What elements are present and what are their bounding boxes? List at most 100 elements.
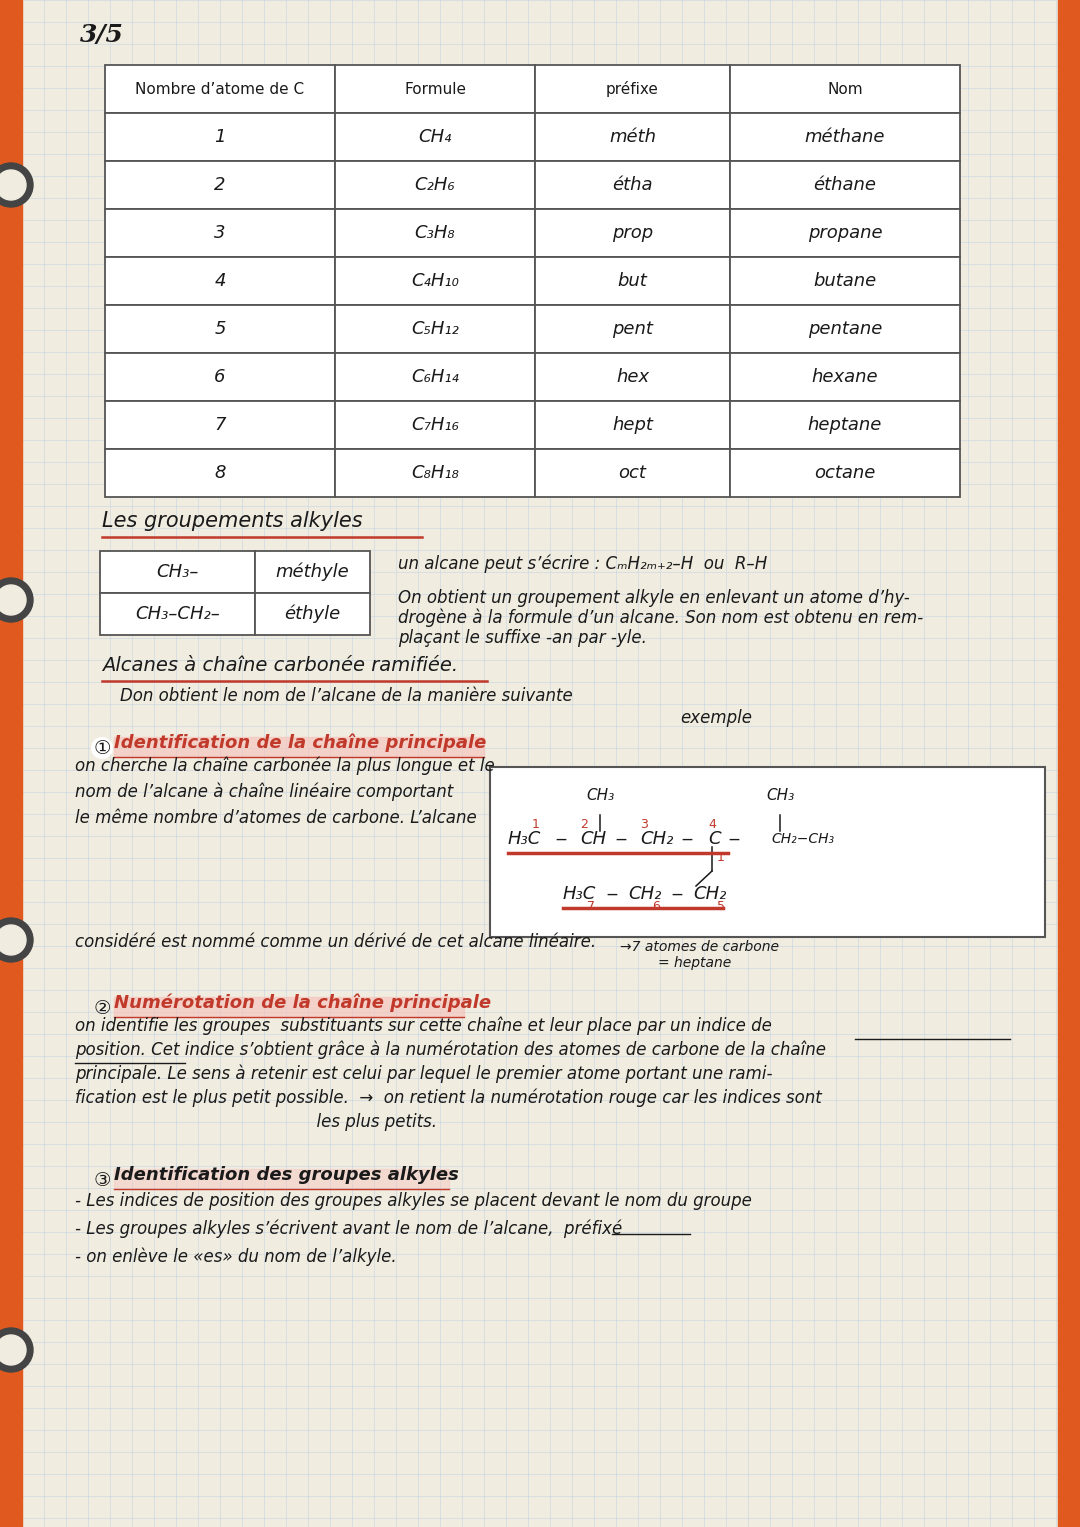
Text: 1: 1	[717, 851, 725, 864]
Circle shape	[0, 1328, 33, 1371]
Text: ③: ③	[93, 1171, 111, 1190]
Text: hept: hept	[612, 415, 653, 434]
Bar	[105, 257, 335, 305]
Text: 6: 6	[214, 368, 226, 386]
Circle shape	[0, 1335, 26, 1365]
Bar	[114, 1170, 449, 1190]
Bar	[105, 160, 335, 209]
Bar	[730, 66, 960, 113]
Text: prop: prop	[612, 224, 653, 241]
Bar	[730, 209, 960, 257]
Text: CH₂: CH₂	[627, 886, 661, 902]
Text: Identification des groupes alkyles: Identification des groupes alkyles	[114, 1167, 459, 1183]
Bar	[100, 592, 255, 635]
Bar	[105, 449, 335, 496]
Text: Nombre d’atome de C: Nombre d’atome de C	[135, 81, 305, 96]
Bar	[335, 113, 535, 160]
Bar	[105, 113, 335, 160]
Text: 4: 4	[214, 272, 226, 290]
Text: 5: 5	[717, 899, 725, 913]
Bar	[535, 257, 730, 305]
Text: ‒: ‒	[666, 886, 689, 902]
Bar	[1058, 0, 1080, 1527]
Text: butane: butane	[813, 272, 877, 290]
Text: 2: 2	[214, 176, 226, 194]
Bar	[335, 257, 535, 305]
Text: étha: étha	[612, 176, 652, 194]
Text: méth: méth	[609, 128, 656, 147]
Bar	[335, 209, 535, 257]
Circle shape	[0, 918, 33, 962]
Bar	[335, 160, 535, 209]
Text: CH₂: CH₂	[640, 831, 673, 847]
Bar	[114, 738, 484, 757]
Text: CH₂−CH₃: CH₂−CH₃	[771, 832, 835, 846]
Text: exemple: exemple	[680, 709, 752, 727]
Text: ‒: ‒	[676, 831, 699, 847]
Circle shape	[0, 585, 26, 615]
Bar	[114, 997, 464, 1017]
Text: C₄H₁₀: C₄H₁₀	[411, 272, 459, 290]
Text: Numérotation de la chaîne principale: Numérotation de la chaîne principale	[114, 994, 491, 1012]
Bar	[730, 160, 960, 209]
Text: C₃H₈: C₃H₈	[415, 224, 456, 241]
Text: 7: 7	[588, 899, 595, 913]
Text: Identification de la chaîne principale: Identification de la chaîne principale	[114, 733, 486, 751]
Text: C₂H₆: C₂H₆	[415, 176, 456, 194]
Text: - Les groupes alkyles s’écrivent avant le nom de l’alcane,  préfixé: - Les groupes alkyles s’écrivent avant l…	[75, 1220, 622, 1238]
Text: drogène à la formule d’un alcane. Son nom est obtenu en rem-: drogène à la formule d’un alcane. Son no…	[399, 608, 923, 628]
Text: propane: propane	[808, 224, 882, 241]
Circle shape	[0, 169, 26, 200]
Bar	[105, 209, 335, 257]
Bar	[535, 353, 730, 402]
Text: 1: 1	[214, 128, 226, 147]
Text: 3: 3	[640, 818, 648, 832]
Bar	[535, 449, 730, 496]
Text: un alcane peut s’écrire : CₘH₂ₘ₊₂–H  ou  R–H: un alcane peut s’écrire : CₘH₂ₘ₊₂–H ou R…	[399, 554, 767, 573]
Bar	[335, 66, 535, 113]
Text: heptane: heptane	[808, 415, 882, 434]
Text: C₈H₁₈: C₈H₁₈	[411, 464, 459, 483]
Bar	[105, 402, 335, 449]
Bar	[730, 449, 960, 496]
Text: On obtient un groupement alkyle en enlevant un atome d’hy-: On obtient un groupement alkyle en enlev…	[399, 589, 909, 608]
Text: 4: 4	[708, 818, 716, 832]
Text: CH₃: CH₃	[585, 788, 615, 803]
Text: méthane: méthane	[805, 128, 886, 147]
Text: 3: 3	[214, 224, 226, 241]
Text: 2: 2	[580, 818, 588, 832]
Bar	[535, 66, 730, 113]
Text: ①: ①	[93, 739, 111, 757]
Text: ‒: ‒	[550, 831, 573, 847]
Circle shape	[773, 809, 833, 869]
Text: C: C	[708, 831, 720, 847]
Bar	[335, 353, 535, 402]
Bar	[535, 402, 730, 449]
Text: C₆H₁₄: C₆H₁₄	[411, 368, 459, 386]
Bar	[335, 449, 535, 496]
Text: 6: 6	[652, 899, 660, 913]
Circle shape	[580, 776, 620, 815]
Bar	[490, 767, 1045, 938]
Text: octane: octane	[814, 464, 876, 483]
Text: Formule: Formule	[404, 81, 465, 96]
Bar	[730, 305, 960, 353]
Bar	[730, 353, 960, 402]
Text: oct: oct	[619, 464, 647, 483]
Bar	[535, 209, 730, 257]
Text: = heptane: = heptane	[658, 956, 731, 970]
Text: →7 atomes de carbone: →7 atomes de carbone	[620, 941, 779, 954]
Text: CH: CH	[580, 831, 606, 847]
Text: le même nombre d’atomes de carbone. L’alcane: le même nombre d’atomes de carbone. L’al…	[75, 809, 476, 828]
Bar	[535, 160, 730, 209]
Bar	[335, 402, 535, 449]
Text: - Les indices de position des groupes alkyles se placent devant le nom du groupe: - Les indices de position des groupes al…	[75, 1193, 752, 1209]
Text: ‒: ‒	[610, 831, 633, 847]
Text: hex: hex	[616, 368, 649, 386]
Circle shape	[0, 579, 33, 621]
Text: CH₃–: CH₃–	[157, 563, 199, 580]
Text: ‒: ‒	[723, 831, 746, 847]
Text: - on enlève le «es» du nom de l’alkyle.: - on enlève le «es» du nom de l’alkyle.	[75, 1248, 396, 1266]
Text: principale. Le sens à retenir est celui par lequel le premier atome portant une : principale. Le sens à retenir est celui …	[75, 1064, 772, 1083]
Circle shape	[0, 163, 33, 208]
